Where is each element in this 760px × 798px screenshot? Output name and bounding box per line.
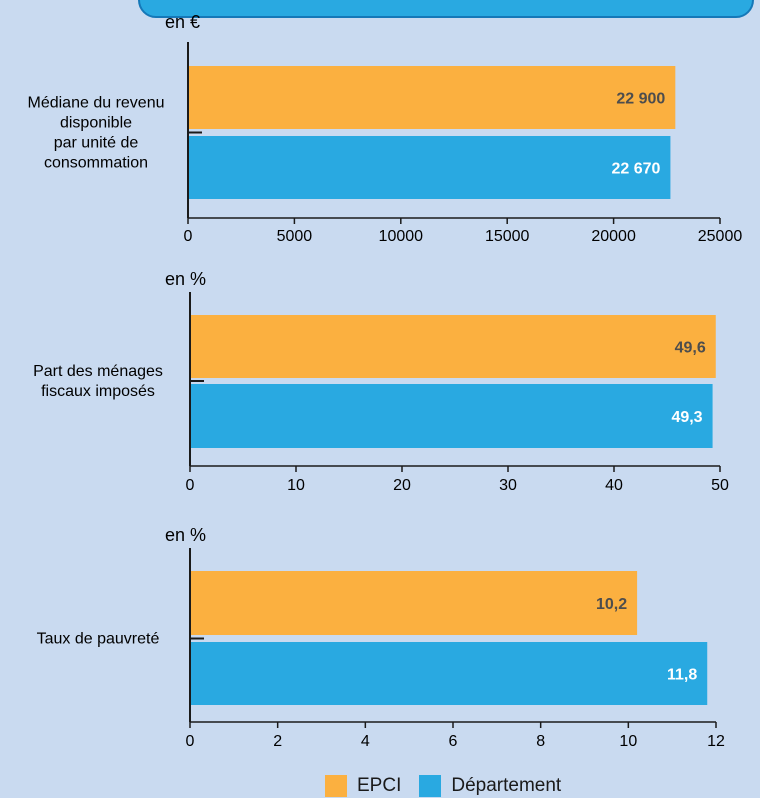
- x-tick-label: 0: [186, 733, 195, 750]
- unit-label: en %: [165, 525, 206, 545]
- bar-departement: [190, 384, 713, 448]
- legend-item-departement: Département: [419, 775, 561, 797]
- x-tick-label: 6: [449, 733, 458, 750]
- x-tick-label: 25000: [698, 228, 743, 245]
- x-tick-label: 12: [707, 733, 725, 750]
- x-tick-label: 4: [361, 733, 370, 750]
- category-label: consommation: [44, 155, 148, 172]
- category-label: disponible: [60, 115, 132, 132]
- category-label: Part des ménages: [33, 363, 163, 380]
- legend-swatch-departement: [419, 775, 442, 797]
- legend: EPCI Département: [325, 774, 579, 798]
- x-tick-label: 8: [536, 733, 545, 750]
- x-tick-label: 20000: [591, 228, 636, 245]
- legend-item-epci: EPCI: [325, 775, 401, 797]
- value-label-departement: 22 670: [611, 161, 660, 178]
- category-label: Taux de pauvreté: [37, 631, 160, 648]
- x-tick-label: 10: [619, 733, 637, 750]
- category-label: Médiane du revenu: [28, 95, 165, 112]
- x-tick-label: 40: [605, 477, 623, 494]
- category-label: par unité de: [54, 135, 139, 152]
- x-tick-label: 0: [186, 477, 195, 494]
- x-tick-label: 15000: [485, 228, 530, 245]
- value-label-epci: 10,2: [596, 596, 627, 613]
- x-tick-label: 10000: [379, 228, 424, 245]
- value-label-departement: 49,3: [671, 409, 702, 426]
- x-tick-label: 5000: [277, 228, 313, 245]
- x-tick-label: 10: [287, 477, 305, 494]
- legend-label-departement: Département: [451, 775, 562, 796]
- x-tick-label: 20: [393, 477, 411, 494]
- category-label: fiscaux imposés: [41, 383, 155, 400]
- bar-epci: [188, 66, 676, 129]
- bar-epci: [190, 315, 716, 378]
- value-label-epci: 22 900: [616, 91, 665, 108]
- value-label-departement: 11,8: [667, 667, 697, 684]
- bar-epci: [190, 571, 638, 635]
- bar-departement: [188, 136, 671, 199]
- x-tick-label: 30: [499, 477, 517, 494]
- legend-label-epci: EPCI: [357, 775, 402, 796]
- value-label-epci: 49,6: [675, 340, 706, 357]
- bar-departement: [190, 642, 708, 705]
- unit-label: en €: [165, 12, 200, 32]
- x-tick-label: 0: [184, 228, 193, 245]
- unit-label: en %: [165, 269, 206, 289]
- x-tick-label: 2: [273, 733, 282, 750]
- x-tick-label: 50: [711, 477, 729, 494]
- legend-swatch-epci: [325, 775, 347, 797]
